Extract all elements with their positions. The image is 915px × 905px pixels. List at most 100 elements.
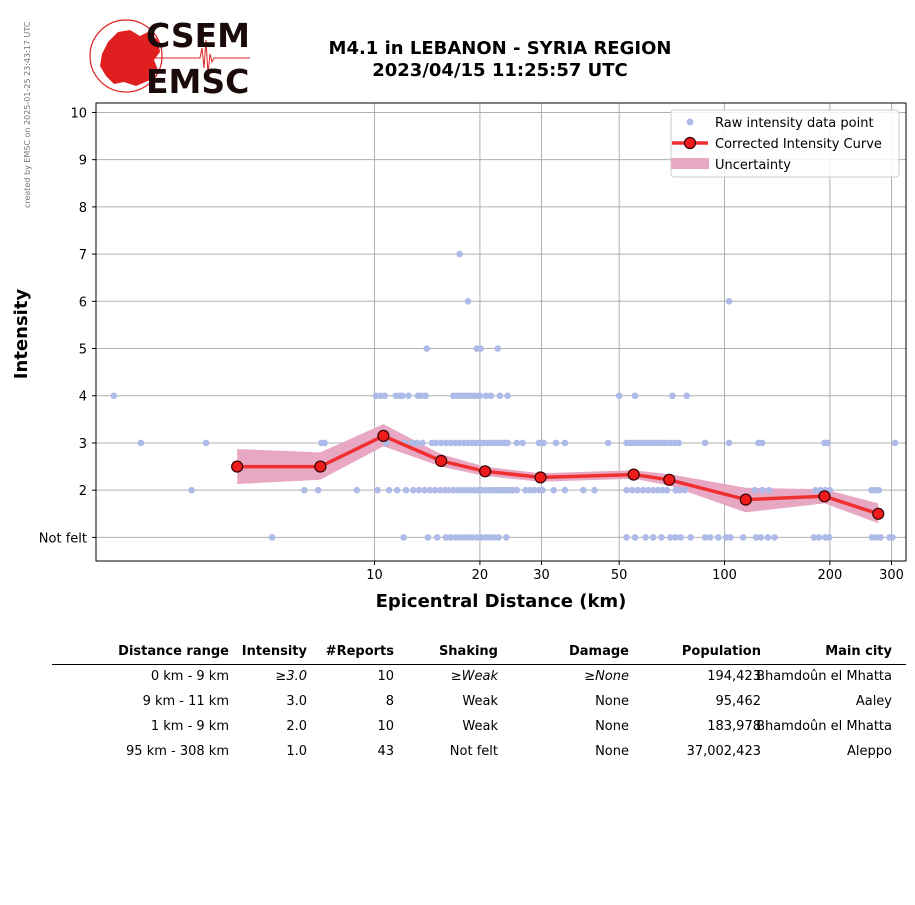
cell-damage: None: [595, 694, 629, 709]
cell-range: 1 km - 9 km: [150, 719, 229, 734]
table-row: 0 km - 9 km ≥3.0 10 ≥Weak ≥None 194,423 …: [52, 665, 906, 690]
raw-data-point: [812, 486, 819, 494]
raw-data-point: [432, 439, 440, 447]
raw-data-point: [672, 534, 679, 541]
cell-reports: 8: [385, 694, 394, 709]
raw-data-point: [110, 392, 118, 400]
raw-data-point: [752, 534, 760, 541]
header-distance-range: Distance range: [118, 644, 229, 659]
raw-data-point: [540, 439, 547, 447]
raw-data-point: [504, 439, 511, 447]
header-damage: Damage: [568, 644, 629, 659]
cell-population: 95,462: [715, 694, 762, 709]
raw-data-point: [654, 486, 662, 494]
y-tick-label: 7: [79, 248, 87, 263]
raw-data-point: [445, 486, 453, 494]
raw-data-point: [628, 486, 636, 494]
curve-marker: [231, 460, 244, 473]
y-tick-label: 4: [79, 390, 87, 405]
raw-data-point: [464, 298, 472, 305]
x-tick-label: 20: [472, 568, 489, 583]
raw-data-point: [314, 486, 322, 494]
x-tick-labels: 10 20 30 50 100 200 300: [366, 561, 904, 583]
legend-curve-marker: [683, 136, 697, 150]
cell-reports: 10: [377, 719, 394, 734]
raw-data-point: [889, 534, 896, 541]
x-tick-label: 200: [817, 568, 842, 583]
raw-data-point: [433, 534, 441, 541]
y-tick-label: 5: [79, 343, 87, 358]
cell-city: Bhamdoûn el Mhatta: [756, 719, 892, 734]
raw-data-point: [398, 392, 406, 400]
x-tick-label: 100: [712, 568, 737, 583]
raw-data-point: [623, 534, 630, 541]
curve-marker: [627, 468, 640, 481]
raw-data-point: [824, 439, 831, 447]
cell-damage: None: [595, 719, 629, 734]
y-tick-label: 2: [79, 484, 87, 499]
raw-data-point: [649, 534, 657, 541]
y-tick-label: 9: [79, 154, 87, 169]
cell-damage: ≥None: [584, 669, 629, 684]
x-tick-label: 300: [879, 568, 904, 583]
raw-data-point: [649, 486, 657, 494]
cell-city: Aaley: [855, 694, 892, 709]
raw-data-point: [473, 534, 481, 541]
table-row: 9 km - 11 km 3.0 8 Weak None 95,462 Aale…: [52, 690, 906, 715]
curve-marker: [314, 460, 327, 473]
y-tick-label: 8: [79, 201, 87, 216]
raw-data-point: [631, 392, 639, 400]
raw-data-point: [758, 486, 766, 494]
raw-data-point: [402, 486, 410, 494]
raw-data-point: [591, 486, 598, 494]
raw-points-layer: [110, 250, 899, 541]
header-intensity: Intensity: [241, 644, 307, 659]
y-tick-labels: Not felt 2 3 4 5 6 7 8 9 10: [39, 106, 96, 546]
legend-curve-label: Corrected Intensity Curve: [715, 137, 882, 152]
raw-data-point: [725, 439, 733, 447]
table-body: 0 km - 9 km ≥3.0 10 ≥Weak ≥None 194,423 …: [52, 665, 906, 765]
raw-data-point: [658, 534, 665, 541]
cell-population: 194,423: [707, 669, 761, 684]
raw-data-point: [875, 486, 883, 494]
y-tick-label: Not felt: [39, 531, 87, 546]
raw-data-point: [477, 345, 484, 352]
raw-data-point: [623, 486, 630, 494]
table-header-row: Distance range Intensity #Reports Shakin…: [52, 642, 906, 665]
raw-data-point: [268, 534, 276, 541]
logo-seismogram: [148, 39, 250, 75]
x-tick-label: 10: [366, 568, 383, 583]
curve-marker: [818, 490, 831, 503]
raw-data-point: [868, 534, 876, 541]
y-tick-label: 3: [79, 437, 87, 452]
raw-data-point: [494, 345, 502, 352]
raw-data-point: [495, 534, 502, 541]
raw-data-point: [634, 486, 642, 494]
raw-data-point: [202, 439, 210, 447]
curve-marker: [739, 493, 752, 506]
raw-data-point: [353, 486, 361, 494]
raw-data-point: [409, 486, 417, 494]
raw-data-point: [758, 439, 766, 447]
raw-data-point: [482, 392, 490, 400]
raw-data-point: [644, 486, 652, 494]
raw-data-point: [447, 534, 454, 541]
raw-data-point: [535, 439, 543, 447]
raw-data-point: [764, 534, 772, 541]
cell-intensity: 2.0: [286, 719, 307, 734]
raw-data-point: [725, 298, 733, 305]
raw-data-point: [442, 534, 450, 541]
raw-data-point: [476, 392, 484, 400]
raw-data-point: [561, 439, 569, 447]
raw-data-point: [615, 392, 623, 400]
raw-data-point: [667, 534, 674, 541]
summary-table: Distance range Intensity #Reports Shakin…: [52, 642, 906, 765]
raw-data-point: [415, 486, 423, 494]
legend-raw-marker: [686, 118, 694, 126]
raw-data-point: [642, 534, 649, 541]
raw-data-point: [580, 486, 587, 494]
raw-data-point: [137, 439, 145, 447]
raw-data-point: [771, 534, 778, 541]
logo-map-shape: [100, 30, 160, 86]
y-axis-label: Intensity: [11, 289, 32, 380]
